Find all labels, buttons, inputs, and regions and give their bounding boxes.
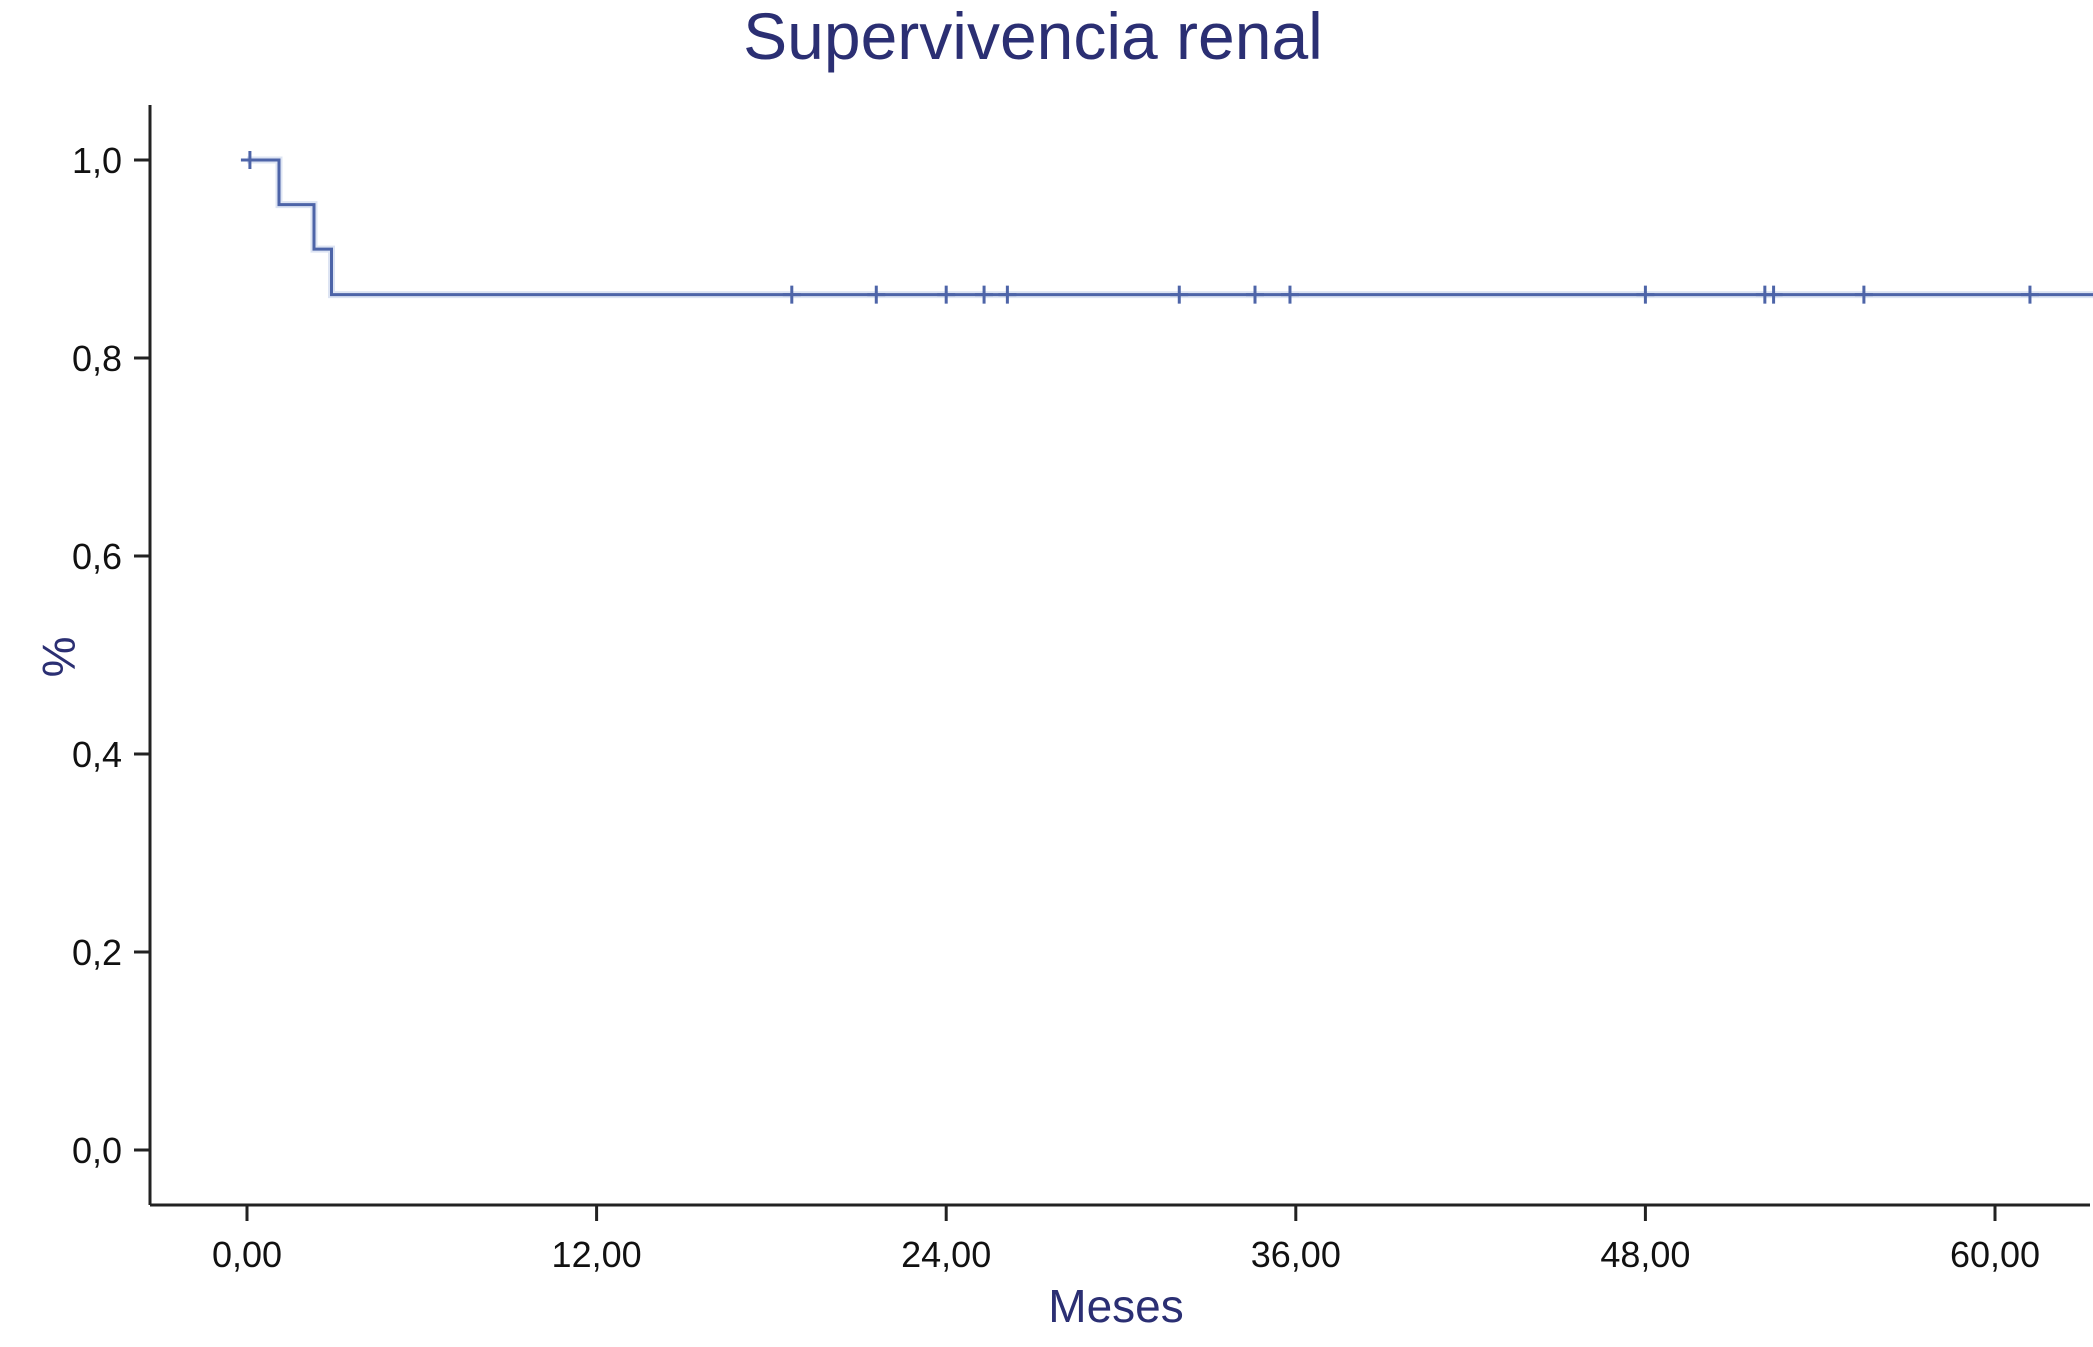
- survival-curve-halo: [247, 156, 2093, 299]
- y-tick-label: 0,6: [72, 536, 122, 577]
- x-tick-label: 36,00: [1251, 1234, 1341, 1275]
- y-axis-label: %: [33, 637, 85, 678]
- x-tick-label: 0,00: [212, 1234, 282, 1275]
- censor-mark: [782, 285, 801, 304]
- censor-mark: [1246, 285, 1265, 304]
- survival-curve: [247, 158, 2093, 297]
- x-tick-label: 48,00: [1600, 1234, 1690, 1275]
- x-ticks: 0,00 12,00 24,00 36,00 48,00 60,00: [212, 1205, 2040, 1275]
- y-tick-label: 0,2: [72, 932, 122, 973]
- x-tick-label: 60,00: [1950, 1234, 2040, 1275]
- censor-mark: [998, 285, 1017, 304]
- x-tick-label: 12,00: [552, 1234, 642, 1275]
- censor-mark: [240, 151, 259, 169]
- chart-title: Supervivencia renal: [743, 0, 1323, 73]
- censor-mark: [1636, 285, 1655, 304]
- censor-mark: [1280, 285, 1299, 304]
- y-tick-label: 1,0: [72, 140, 122, 181]
- x-axis-label: Meses: [1048, 1280, 1183, 1332]
- censor-mark: [1854, 285, 1873, 304]
- x-tick-label: 24,00: [901, 1234, 991, 1275]
- censor-mark: [1170, 285, 1189, 304]
- y-ticks: 0,0 0,2 0,4 0,6 0,8 1,0: [72, 140, 150, 1171]
- censor-mark: [937, 285, 956, 304]
- y-tick-label: 0,4: [72, 734, 122, 775]
- censor-mark: [2020, 285, 2039, 304]
- censor-mark: [975, 285, 994, 304]
- censor-mark: [867, 285, 886, 304]
- plot-series: [240, 151, 2093, 304]
- censor-mark: [1764, 285, 1783, 304]
- y-tick-label: 0,0: [72, 1130, 122, 1171]
- y-tick-label: 0,8: [72, 338, 122, 379]
